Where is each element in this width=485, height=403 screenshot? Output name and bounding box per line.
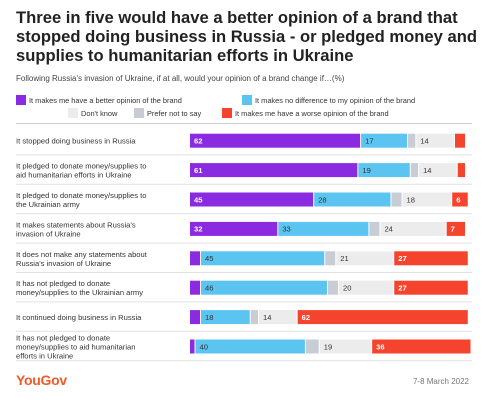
data-label: 20 <box>343 284 351 293</box>
bar-segment <box>201 280 327 295</box>
legend-item-better: It makes me have a better opinion of the… <box>16 95 182 105</box>
bar-segment <box>195 339 305 354</box>
bar-segment <box>358 163 410 178</box>
data-label: 18 <box>205 313 213 322</box>
legend-label-no-difference: It makes no difference to my opinion of … <box>255 95 416 105</box>
bar-segment <box>394 280 468 295</box>
bar-segment <box>190 163 358 178</box>
chart-title: Three in five would have a better opinio… <box>16 8 477 65</box>
bar-segment <box>201 310 250 325</box>
data-label: 14 <box>420 137 428 146</box>
data-label: 21 <box>340 254 348 263</box>
bar-segment <box>190 310 201 325</box>
legend-label-prefer-not: Prefer not to say <box>147 108 202 118</box>
bar-segment <box>305 339 319 354</box>
legend-swatch-worse <box>222 108 232 118</box>
data-label: 61 <box>194 166 203 175</box>
bar-segment <box>410 163 419 178</box>
data-label: 46 <box>205 284 213 293</box>
legend-item-no-difference: It makes no difference to my opinion of … <box>242 95 415 105</box>
bar-segment <box>454 133 465 148</box>
bar-segment <box>190 251 201 266</box>
legend-swatch-prefer-not <box>134 108 144 118</box>
legend-item-prefer-not: Prefer not to say <box>134 108 201 118</box>
bar-segment <box>259 310 297 325</box>
bar-segment <box>328 280 339 295</box>
bar-segment <box>380 221 446 236</box>
category-label: It does not make any statements about Rus… <box>16 250 148 268</box>
bar-segment <box>190 221 278 236</box>
data-label: 45 <box>205 254 213 263</box>
category-label: It has not pledged to donate money/suppli… <box>16 279 143 297</box>
bar-segment <box>419 163 457 178</box>
bar-segment <box>408 133 416 148</box>
category-label: It pledged to donate money/supplies to th… <box>16 191 146 209</box>
bar-segment <box>391 192 402 207</box>
bar-segment <box>278 221 369 236</box>
legend-swatch-no-difference <box>242 95 252 105</box>
chart-subtitle: Following Russia's invasion of Ukraine, … <box>16 74 345 83</box>
bar-segment <box>372 339 471 354</box>
data-label: 36 <box>376 342 384 351</box>
bar-segment <box>402 192 452 207</box>
data-label: 14 <box>423 166 431 175</box>
data-label: 32 <box>194 225 202 234</box>
data-label: 14 <box>263 313 271 322</box>
legend-label-worse: It makes me have a worse opinion of the … <box>235 108 389 118</box>
bar-segment <box>250 310 258 325</box>
bar-segment <box>314 192 391 207</box>
category-label: It stopped doing business in Russia <box>16 137 136 146</box>
bar-segment <box>369 221 380 236</box>
data-label: 33 <box>282 225 290 234</box>
bar-segment <box>201 251 325 266</box>
bar-segment <box>190 280 201 295</box>
bar-segment <box>452 192 468 207</box>
bar-segment <box>457 163 465 178</box>
data-label: 24 <box>384 225 392 234</box>
bar-segment <box>339 280 394 295</box>
data-label: 19 <box>362 166 370 175</box>
legend-swatch-better <box>16 95 26 105</box>
yougov-logo: YouGov <box>16 372 67 388</box>
bar-segment <box>190 339 195 354</box>
legend-item-dont-know: Don't know <box>68 108 117 118</box>
bar-segment <box>394 251 468 266</box>
legend-label-better: It makes me have a better opinion of the… <box>29 95 182 105</box>
bar-segment <box>297 310 468 325</box>
data-label: 28 <box>318 195 326 204</box>
legend-divider <box>16 123 472 124</box>
data-label: 18 <box>407 195 415 204</box>
data-label: 27 <box>398 284 406 293</box>
legend-row-1: It makes me have a better opinion of the… <box>16 95 478 107</box>
bar-segment <box>446 221 465 236</box>
bar-segment <box>416 133 454 148</box>
category-label: It makes statements about Russia's invasi… <box>16 220 136 238</box>
bar-segment <box>325 251 336 266</box>
bar-segment <box>361 133 408 148</box>
bar-segment <box>319 339 372 354</box>
legend-label-dont-know: Don't know <box>81 108 118 118</box>
data-label: 62 <box>302 313 310 322</box>
bar-segment <box>190 192 314 207</box>
bar-segment <box>190 133 361 148</box>
stacked-bar-chart: It stopped doing business in Russia 62 17 1… <box>16 133 472 362</box>
data-label: 19 <box>324 342 332 351</box>
bar-segment <box>336 251 394 266</box>
data-label: 45 <box>194 195 203 204</box>
data-label: 27 <box>398 254 406 263</box>
legend-row-2: Don't know Prefer not to say It makes me… <box>16 108 478 120</box>
data-label: 40 <box>200 342 208 351</box>
legend-item-worse: It makes me have a worse opinion of the … <box>222 108 389 118</box>
category-label: It pledged to donate money/supplies to ai… <box>16 162 146 180</box>
data-label: 7 <box>451 225 455 234</box>
category-label: It has not pledged to donate money/suppli… <box>16 334 135 361</box>
data-label: 6 <box>456 195 460 204</box>
survey-date: 7-8 March 2022 <box>412 377 469 386</box>
legend-swatch-dont-know <box>68 108 78 118</box>
category-label: It continued doing business in Russia <box>16 313 142 322</box>
data-label: 62 <box>194 137 202 146</box>
data-label: 17 <box>365 137 373 146</box>
